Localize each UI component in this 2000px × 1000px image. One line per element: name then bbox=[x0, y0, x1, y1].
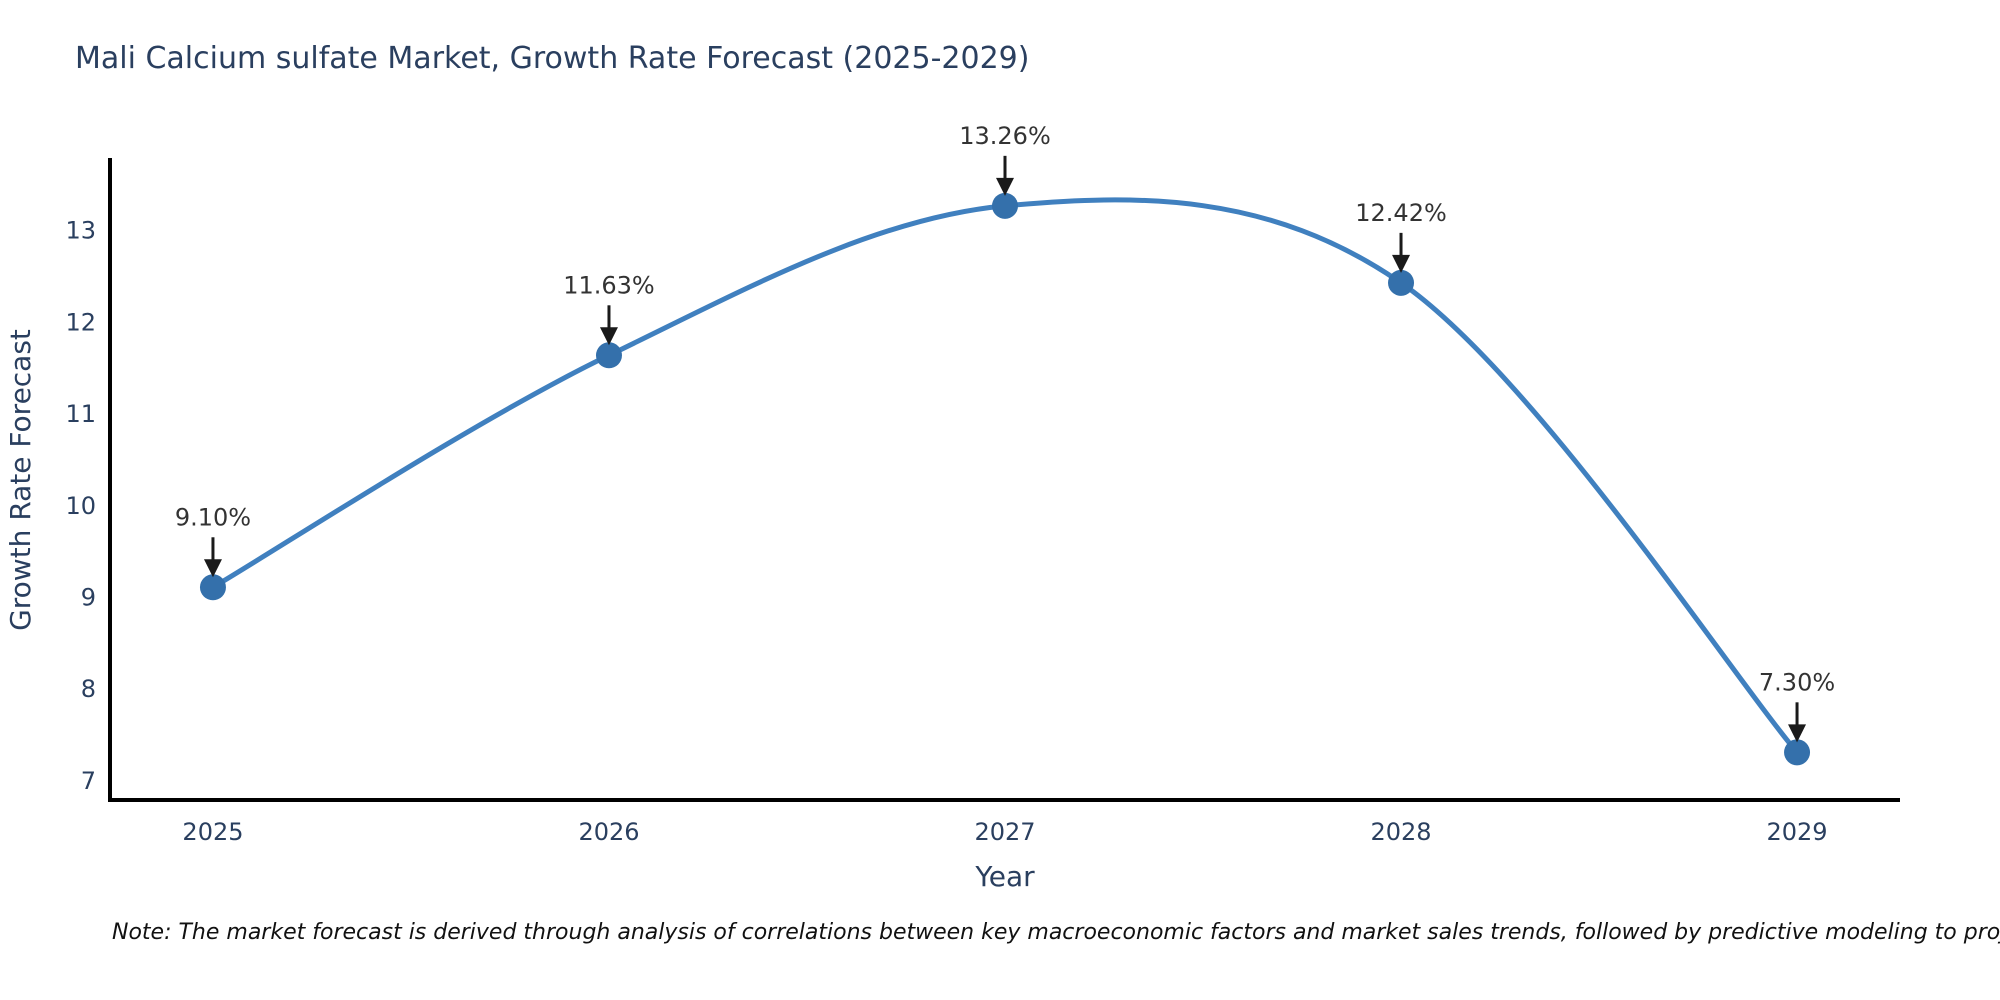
data-point-2027[interactable] bbox=[992, 192, 1018, 219]
point-value-label: 12.42% bbox=[1355, 199, 1447, 227]
x-tick-label: 2029 bbox=[1766, 818, 1827, 846]
annotation-arrowhead-icon bbox=[1392, 254, 1411, 273]
x-axis-title: Year bbox=[974, 860, 1035, 893]
data-point-2029[interactable] bbox=[1784, 739, 1811, 766]
growth-rate-line-chart: Mali Calcium sulfate Market, Growth Rate… bbox=[4, 41, 1900, 893]
data-point-2026[interactable] bbox=[595, 342, 622, 369]
y-tick-label: 9 bbox=[81, 583, 96, 611]
data-point-2025[interactable] bbox=[199, 574, 226, 601]
x-axis-tick-labels: 2025 2026 2027 2028 2029 bbox=[182, 818, 1827, 846]
data-point-2028[interactable] bbox=[1388, 269, 1415, 296]
annotation-arrowhead-icon bbox=[996, 177, 1014, 196]
series-group bbox=[199, 192, 1811, 766]
y-tick-label: 12 bbox=[65, 308, 96, 336]
y-axis-tick-labels: 7 8 9 10 11 12 13 bbox=[65, 217, 96, 795]
y-tick-label: 13 bbox=[65, 217, 96, 245]
point-value-label: 11.63% bbox=[563, 271, 655, 299]
x-tick-label: 2025 bbox=[182, 818, 243, 846]
point-value-label: 13.26% bbox=[959, 122, 1051, 150]
y-axis-title: Growth Rate Forecast bbox=[4, 329, 37, 631]
y-tick-label: 7 bbox=[81, 767, 96, 795]
chart-title: Mali Calcium sulfate Market, Growth Rate… bbox=[75, 41, 1029, 76]
series-line bbox=[210, 197, 1800, 755]
y-tick-label: 8 bbox=[81, 675, 96, 703]
annotation-arrowhead-icon bbox=[203, 559, 222, 578]
x-tick-label: 2028 bbox=[1370, 818, 1431, 846]
annotation-arrowhead-icon bbox=[599, 327, 618, 346]
y-tick-label: 11 bbox=[65, 400, 96, 428]
annotations-group: 9.10% 11.63% 13.26% 12.42% 7.30% bbox=[175, 122, 1835, 743]
y-tick-label: 10 bbox=[65, 492, 96, 520]
point-value-label: 9.10% bbox=[175, 503, 251, 531]
x-tick-label: 2026 bbox=[578, 818, 639, 846]
point-value-label: 7.30% bbox=[1759, 668, 1835, 696]
x-tick-label: 2027 bbox=[974, 818, 1035, 846]
annotation-arrowhead-icon bbox=[1788, 724, 1807, 743]
footnote: Note: The market forecast is derived thr… bbox=[112, 920, 2000, 945]
